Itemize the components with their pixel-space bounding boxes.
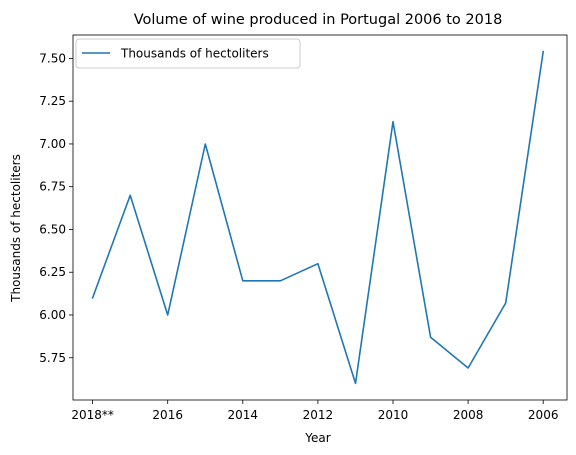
x-tick-label: 2006 xyxy=(528,408,559,422)
y-axis: 5.75 6.00 6.25 6.50 6.75 7.00 7.25 7.50 xyxy=(39,51,73,365)
x-tick-label: 2012 xyxy=(303,408,334,422)
series-line-0 xyxy=(91,50,545,385)
y-tick-label: 6.75 xyxy=(39,180,66,194)
legend: Thousands of hectoliters xyxy=(75,38,301,69)
y-tick-label: 7.50 xyxy=(39,51,66,65)
plot-frame xyxy=(72,34,568,401)
x-axis: 2018** 2016 2014 2012 2010 2008 2006 xyxy=(71,400,558,422)
legend-label: Thousands of hectoliters xyxy=(120,47,269,61)
y-tick-label: 6.00 xyxy=(39,308,66,322)
y-axis-label: Thousands of hectoliters xyxy=(9,154,23,303)
legend-box xyxy=(75,38,301,69)
x-tick-label: 2018** xyxy=(71,408,114,422)
y-tick-label: 7.25 xyxy=(39,94,66,108)
y-tick-label: 6.25 xyxy=(39,265,66,279)
x-tick-label: 2014 xyxy=(228,408,259,422)
x-axis-label: Year xyxy=(304,431,330,445)
x-tick-label: 2016 xyxy=(152,408,183,422)
chart-title: Volume of wine produced in Portugal 2006… xyxy=(134,12,503,28)
plot-area xyxy=(72,34,568,401)
y-tick-label: 6.50 xyxy=(39,222,66,236)
x-tick-label: 2008 xyxy=(453,408,484,422)
y-tick-label: 7.00 xyxy=(39,137,66,151)
y-tick-label: 5.75 xyxy=(39,351,66,365)
x-tick-label: 2010 xyxy=(378,408,409,422)
